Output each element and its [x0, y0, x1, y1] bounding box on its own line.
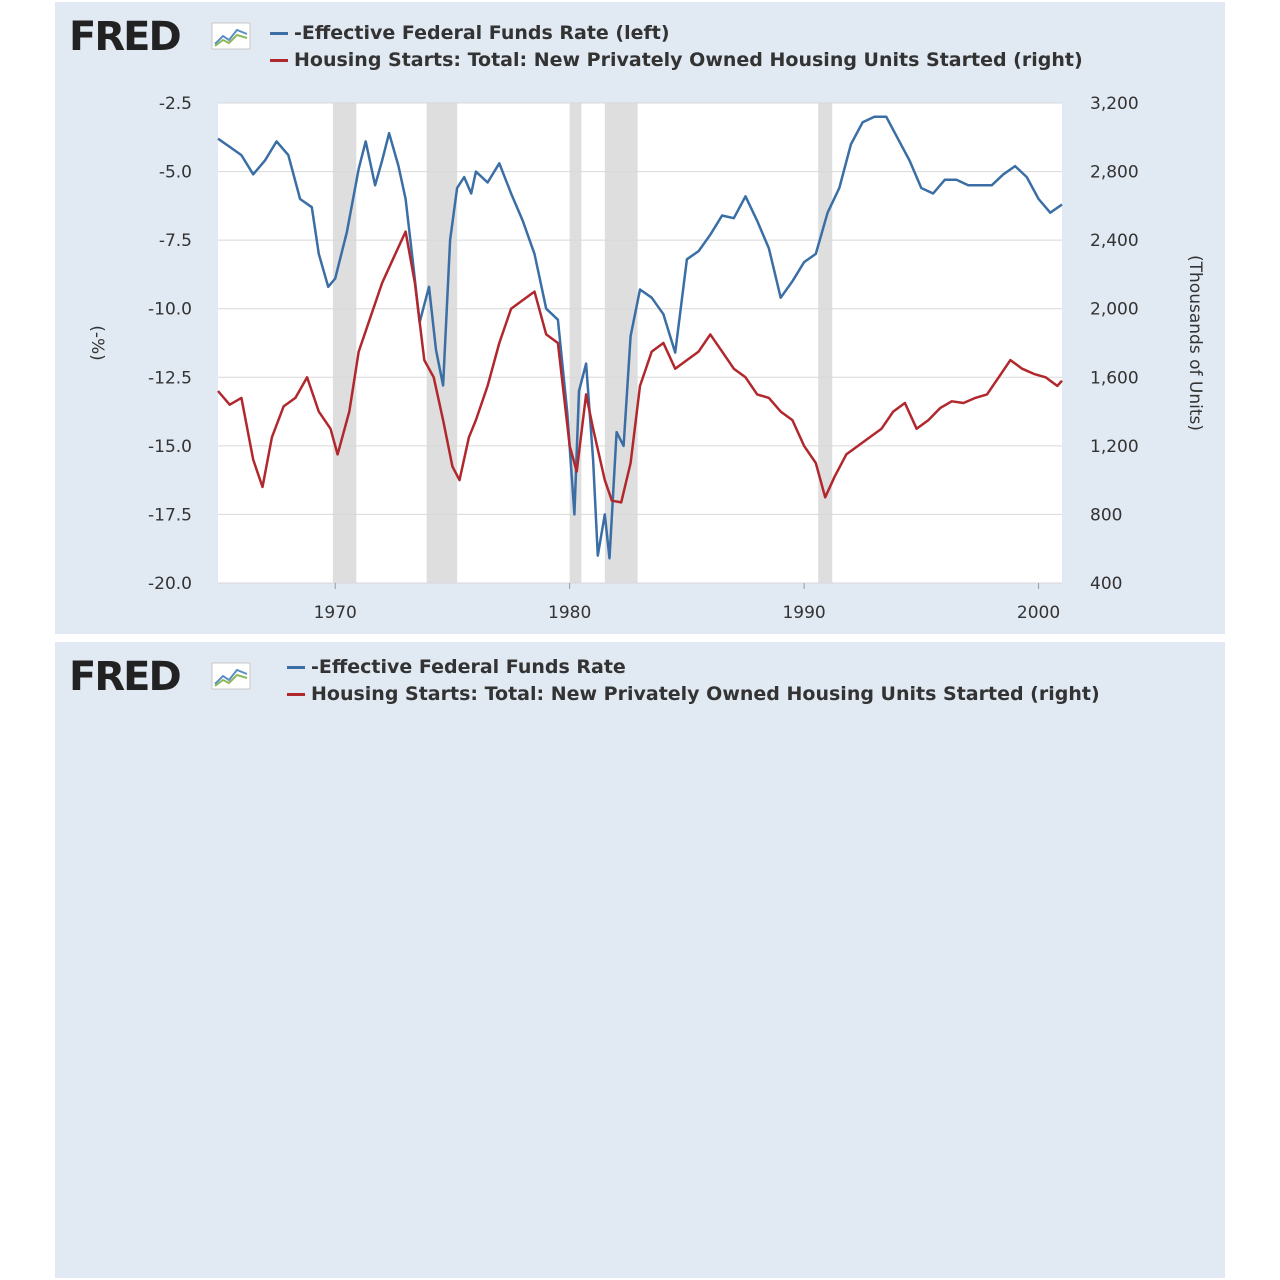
chart-panel-top: FRED -Effective Federal Funds Rate (left… — [55, 2, 1225, 634]
legend-swatch-red — [287, 693, 305, 696]
legend-entry-housing-starts: Housing Starts: Total: New Privately Own… — [287, 681, 1100, 708]
legend-entry-fed-funds: -Effective Federal Funds Rate — [287, 654, 1100, 681]
legend-swatch-blue — [270, 32, 288, 35]
chart-panel-bottom: FRED -Effective Federal Funds Rate Housi… — [55, 642, 1225, 1278]
fred-logo-chart-icon — [211, 662, 251, 690]
legend-swatch-red — [270, 59, 288, 62]
legend-entry-fed-funds: -Effective Federal Funds Rate (left) — [270, 20, 1083, 47]
fred-logo: FRED — [69, 654, 251, 700]
legend-entry-housing-starts: Housing Starts: Total: New Privately Own… — [270, 47, 1083, 74]
chart-legend: -Effective Federal Funds Rate (left) Hou… — [270, 20, 1083, 74]
fred-logo-chart-icon — [211, 22, 251, 50]
legend-swatch-blue — [287, 666, 305, 669]
chart-legend: -Effective Federal Funds Rate Housing St… — [287, 654, 1100, 708]
fred-logo: FRED — [69, 14, 251, 60]
